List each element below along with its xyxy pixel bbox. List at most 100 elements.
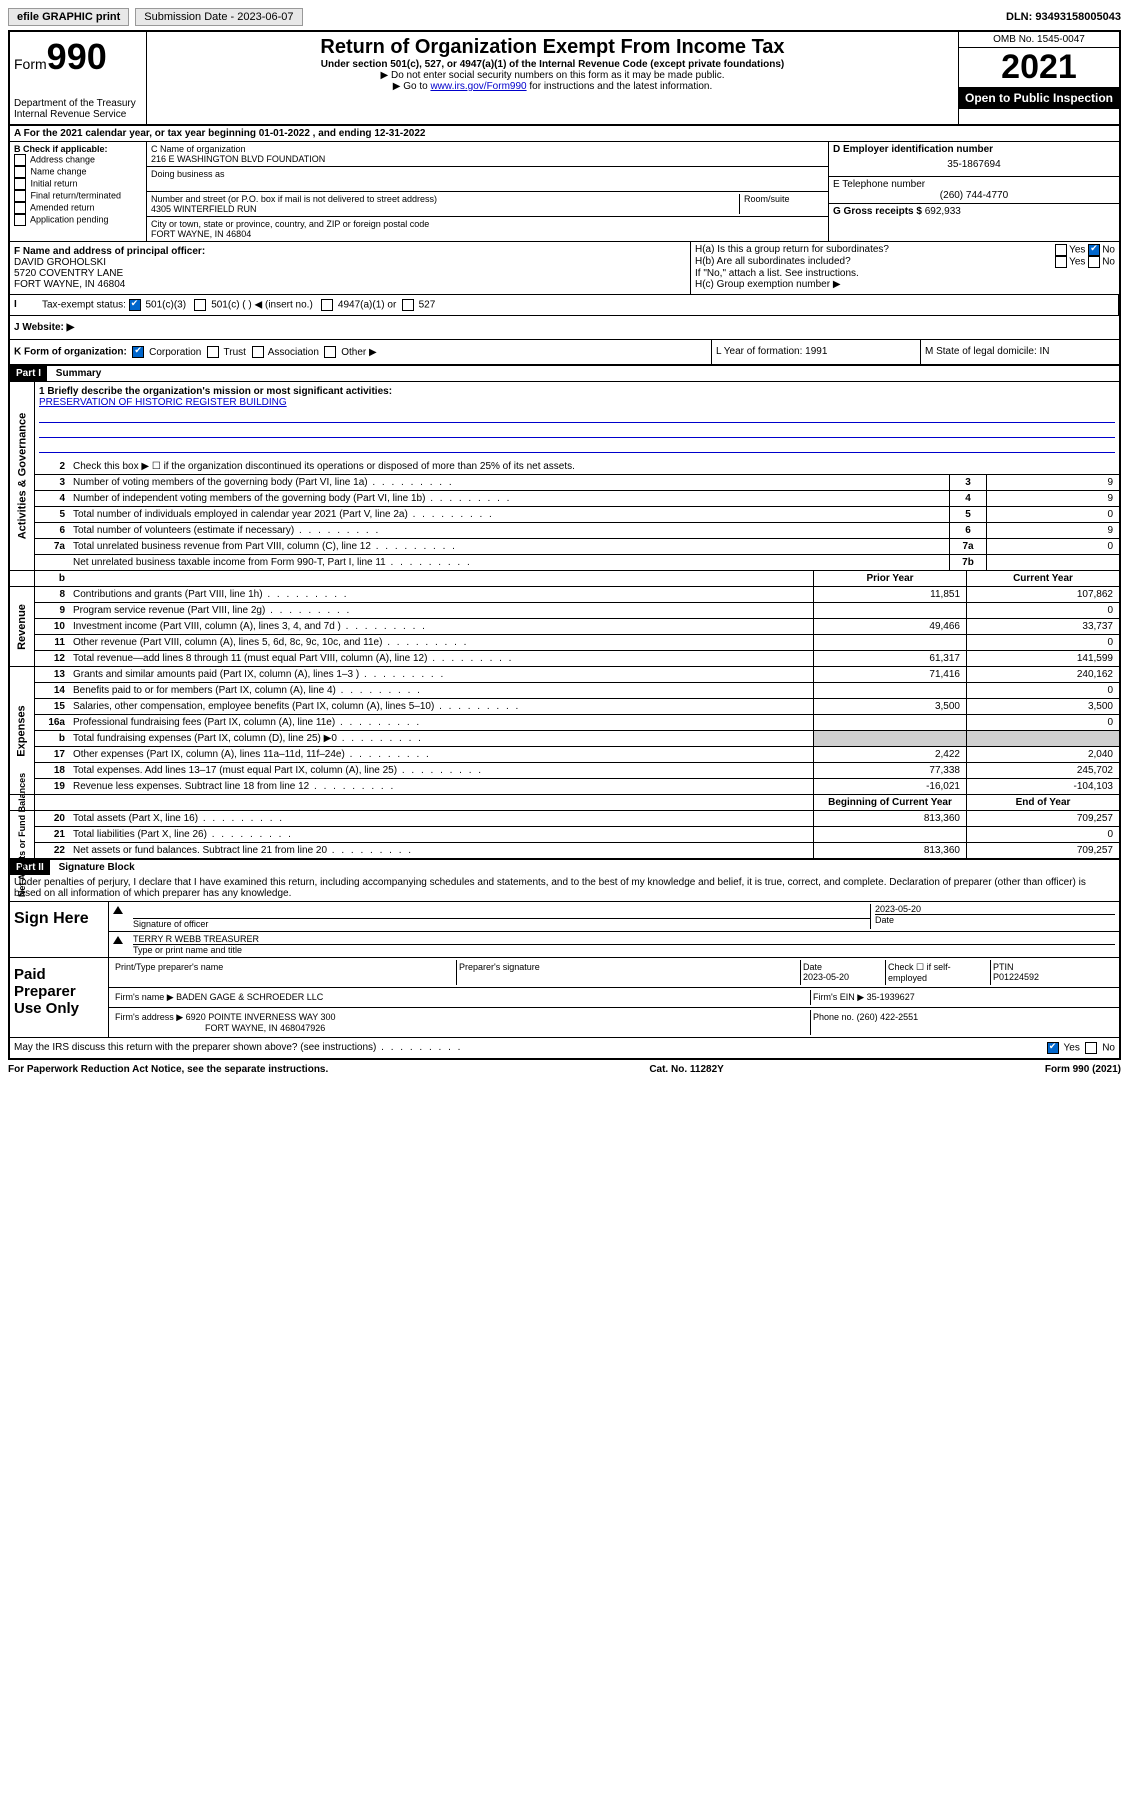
city: FORT WAYNE, IN 46804 [151,229,824,239]
row-fh: F Name and address of principal officer:… [10,242,1119,295]
may-discuss-row: May the IRS discuss this return with the… [10,1038,1119,1058]
revenue-tab: Revenue [16,604,28,650]
part-1-header: Part I Summary [10,366,1119,381]
row-a-tax-year: A For the 2021 calendar year, or tax yea… [10,126,1119,142]
form-label: Form [14,56,47,72]
discuss-yes-checkbox[interactable] [1047,1042,1059,1054]
checkbox[interactable] [14,190,26,202]
revenue-section: Revenue 8Contributions and grants (Part … [10,587,1119,667]
501c3-checkbox[interactable] [129,299,141,311]
phone: (260) 744-4770 [833,190,1115,201]
omb-number: OMB No. 1545-0047 [959,32,1119,48]
netassets-section: Net Assets or Fund Balances 20Total asse… [10,811,1119,860]
year-formation: L Year of formation: 1991 [711,340,920,364]
hb-label: H(b) Are all subordinates included? [695,256,851,268]
sign-arrow-icon [113,936,123,944]
inspection-badge: Open to Public Inspection [959,87,1119,109]
org-type-checkbox[interactable] [252,346,264,358]
hc-label: H(c) Group exemption number ▶ [695,279,1115,290]
mission-text: PRESERVATION OF HISTORIC REGISTER BUILDI… [39,397,1115,408]
irs-label: Internal Revenue Service [14,109,142,120]
4947-checkbox[interactable] [321,299,333,311]
paid-preparer-section: Paid Preparer Use Only Print/Type prepar… [10,958,1119,1038]
dept-label: Department of the Treasury [14,98,142,109]
footer-left: For Paperwork Reduction Act Notice, see … [8,1064,328,1075]
officer-label: F Name and address of principal officer: [14,246,686,257]
submission-date: Submission Date - 2023-06-07 [135,8,302,26]
part-2-header: Part II Signature Block [10,860,1119,875]
col-h: H(a) Is this a group return for subordin… [691,242,1119,294]
current-year-header: Current Year [966,571,1119,586]
preparer-sig-label: Preparer's signature [457,960,801,985]
checkbox[interactable] [14,178,26,190]
hb-no-checkbox[interactable] [1088,256,1100,268]
footer-right: Form 990 (2021) [1045,1064,1121,1075]
firm-ein: 35-1939627 [867,992,915,1002]
line-2: Check this box ▶ ☐ if the organization d… [69,459,1119,474]
ha-label: H(a) Is this a group return for subordin… [695,244,889,256]
dln: DLN: 93493158005043 [1006,11,1121,23]
end-year-header: End of Year [966,795,1119,810]
form-note-2: ▶ Go to www.irs.gov/Form990 for instruct… [155,81,950,92]
checkbox[interactable] [14,154,26,166]
ptin: P01224592 [993,972,1039,982]
expenses-section: Expenses 13Grants and similar amounts pa… [10,667,1119,795]
checkbox[interactable] [14,166,26,178]
ha-yes-checkbox[interactable] [1055,244,1067,256]
row-i: I Tax-exempt status: 501(c)(3) 501(c) ( … [10,295,1119,316]
ha-no-checkbox[interactable] [1088,244,1100,256]
dba-label: Doing business as [151,169,824,179]
form-header: Form990 Department of the Treasury Inter… [10,32,1119,126]
prior-year-header: Prior Year [813,571,966,586]
row-j-website: J Website: ▶ [10,316,1119,340]
tax-year: 2021 [959,48,1119,87]
addr-label: Number and street (or P.O. box if mail i… [151,194,739,204]
netassets-header-row: Beginning of Current Year End of Year [10,795,1119,811]
room-suite-label: Room/suite [739,194,824,214]
form-number: 990 [47,36,107,77]
sig-officer-label: Signature of officer [133,918,870,929]
topbar: efile GRAPHIC print Submission Date - 20… [8,8,1121,26]
pycy-header-row: b Prior Year Current Year [10,571,1119,587]
officer-addr2: FORT WAYNE, IN 46804 [14,279,686,290]
city-label: City or town, state or province, country… [151,219,824,229]
hb-note: If "No," attach a list. See instructions… [695,268,1115,279]
hb-yes-checkbox[interactable] [1055,256,1067,268]
firm-addr1: 6920 POINTE INVERNESS WAY 300 [186,1012,336,1022]
preparer-name-label: Print/Type preparer's name [113,960,457,985]
officer-addr1: 5720 COVENTRY LANE [14,268,686,279]
beginning-year-header: Beginning of Current Year [813,795,966,810]
form-title: Return of Organization Exempt From Incom… [155,36,950,59]
ein-label: D Employer identification number [833,144,1115,155]
gross-receipts: 692,933 [925,206,961,217]
firm-phone: (260) 422-2551 [857,1012,919,1022]
checkbox[interactable] [14,214,26,226]
netassets-tab: Net Assets or Fund Balances [17,772,27,896]
sig-date-label: Date [875,914,1115,925]
527-checkbox[interactable] [402,299,414,311]
row-klm: K Form of organization: Corporation Trus… [10,340,1119,366]
form-note-1: ▶ Do not enter social security numbers o… [155,70,950,81]
instructions-link[interactable]: www.irs.gov/Form990 [430,81,526,92]
efile-button[interactable]: efile GRAPHIC print [8,8,129,26]
form-subtitle: Under section 501(c), 527, or 4947(a)(1)… [155,59,950,70]
governance-section: Activities & Governance 1 Briefly descri… [10,381,1119,571]
officer-name: DAVID GROHOLSKI [14,257,686,268]
col-de: D Employer identification number 35-1867… [829,142,1119,241]
discuss-no-checkbox[interactable] [1085,1042,1097,1054]
firm-addr2: FORT WAYNE, IN 468047926 [205,1023,325,1033]
org-type-checkbox[interactable] [324,346,336,358]
org-type-checkbox[interactable] [207,346,219,358]
form-container: Form990 Department of the Treasury Inter… [8,30,1121,1060]
footer: For Paperwork Reduction Act Notice, see … [8,1060,1121,1079]
expenses-tab: Expenses [16,705,28,756]
section-bcd: B Check if applicable: Address change Na… [10,142,1119,242]
addr: 4305 WINTERFIELD RUN [151,204,739,214]
form-org-label: K Form of organization: [14,347,127,358]
tax-status-label: Tax-exempt status: [42,300,126,311]
state-domicile: M State of legal domicile: IN [920,340,1119,364]
501c-checkbox[interactable] [194,299,206,311]
org-type-checkbox[interactable] [132,346,144,358]
footer-mid: Cat. No. 11282Y [649,1064,723,1075]
checkbox[interactable] [14,202,26,214]
